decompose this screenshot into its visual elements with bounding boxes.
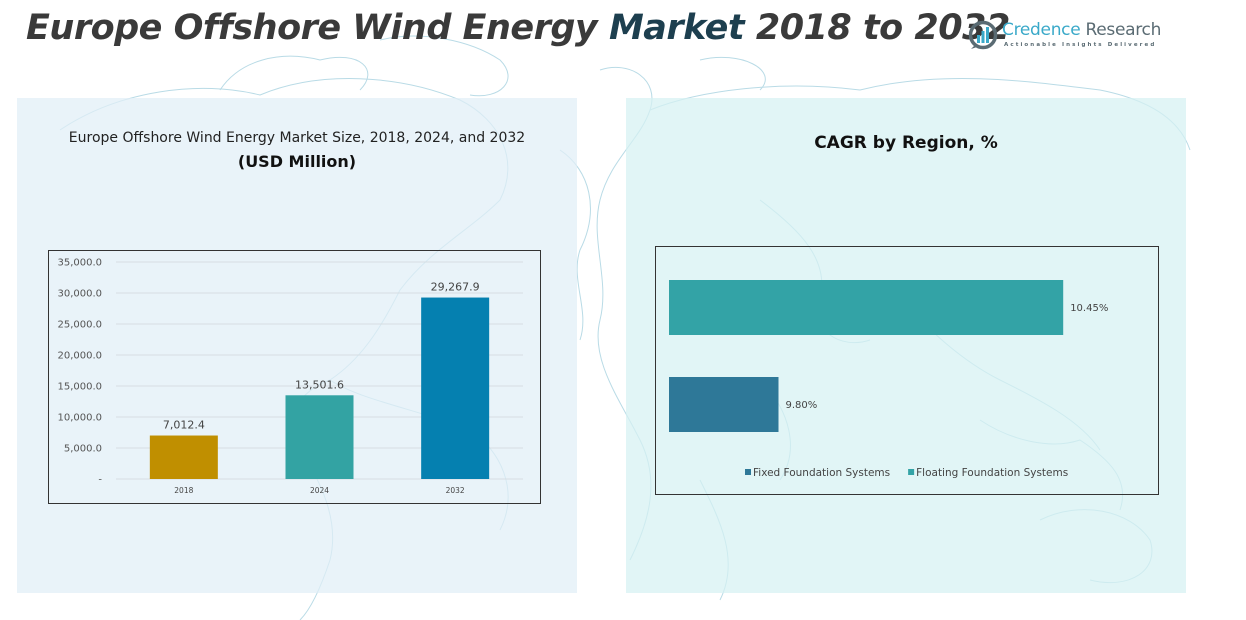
- y-tick-label: -: [98, 475, 102, 486]
- data-label: 7,012.4: [163, 419, 205, 432]
- y-tick-label: 10,000.0: [57, 413, 102, 424]
- legend-swatch: [908, 469, 915, 475]
- logo-name: Credence Research: [1002, 20, 1161, 40]
- bar-2024: [285, 395, 354, 479]
- legend-label: Floating Foundation Systems: [916, 467, 1068, 479]
- bar-2018: [149, 435, 218, 479]
- chart-legend: Fixed Foundation Systems Floating Foundat…: [745, 467, 1068, 479]
- bar-2032: [421, 297, 490, 479]
- x-tick-label: 2018: [174, 486, 193, 495]
- data-label: 13,501.6: [295, 378, 344, 391]
- cagr-chart-frame: [655, 246, 1159, 495]
- y-tick-label: 5,000.0: [64, 444, 102, 455]
- title-part1: Europe Offshore Wind Energy: [26, 8, 609, 48]
- cagr-panel: CAGR by Region, %: [626, 98, 1186, 593]
- bar-floating-foundation-systems: [669, 280, 1064, 335]
- y-tick-label: 35,000.0: [57, 258, 102, 269]
- y-tick-label: 15,000.0: [57, 382, 102, 393]
- market-size-chart-frame: [48, 250, 541, 504]
- y-tick-label: 20,000.0: [57, 351, 102, 362]
- x-tick-label: 2032: [446, 486, 465, 495]
- logo-tagline: Actionable Insights Delivered: [1004, 42, 1157, 48]
- cagr-chart-title: CAGR by Region, %: [814, 133, 998, 153]
- bar-fixed-foundation-systems: [669, 377, 779, 432]
- market-size-chart-subtitle: (USD Million): [237, 152, 357, 171]
- x-tick-label: 2024: [310, 486, 329, 495]
- credence-research-logo: Credence Research Actionable Insights De…: [968, 18, 1168, 58]
- y-tick-label: 30,000.0: [57, 289, 102, 300]
- legend-label: Fixed Foundation Systems: [753, 467, 890, 479]
- logo-name-part2: Research: [1080, 20, 1162, 40]
- market-size-chart-title: Europe Offshore Wind Energy Market Size,…: [68, 130, 526, 146]
- logo-bar-chart-icon: [968, 20, 998, 50]
- page-title: Europe Offshore Wind Energy Market 2018 …: [26, 8, 1010, 48]
- data-label: 10.45%: [1070, 303, 1108, 314]
- logo-name-part1: Credence: [1002, 20, 1081, 40]
- title-part2: 2018 to 2032: [744, 8, 1010, 48]
- data-label: 9.80%: [786, 400, 818, 411]
- data-label: 29,267.9: [431, 281, 480, 294]
- title-accent: Market: [608, 8, 745, 48]
- y-tick-label: 25,000.0: [57, 320, 102, 331]
- legend-swatch: [745, 469, 751, 475]
